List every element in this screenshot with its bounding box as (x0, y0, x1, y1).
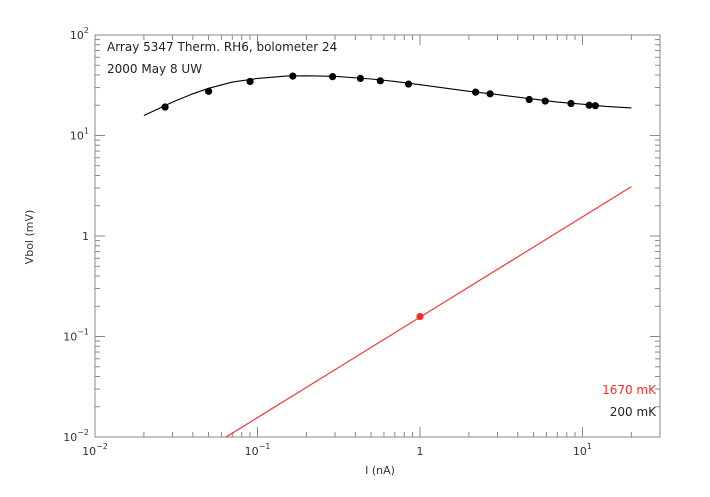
x-tick-label: 10−2 (82, 442, 108, 458)
y-tick-label: 101 (70, 127, 89, 143)
y-tick-label: 1 (82, 230, 89, 243)
data-point-200mK (161, 103, 169, 111)
data-point-200mK (525, 95, 533, 104)
data-point-200mK (376, 77, 384, 85)
annotation-line-2: 2000 May 8 UW (107, 62, 202, 76)
x-tick-label: 10−1 (245, 442, 271, 458)
x-axis-title: I (nA) (365, 464, 395, 477)
fit-curve-200mK (143, 75, 632, 116)
y-axis-title: Vbol (mV) (23, 210, 36, 265)
y-tick-label: 102 (70, 26, 89, 42)
y-tick-labels: 10−2 10−1 1 101 102 (63, 26, 89, 444)
plot-frame (94, 34, 661, 438)
data-point-200mK (289, 72, 297, 80)
data-point-200mK (567, 99, 575, 108)
data-point-200mK (356, 74, 365, 82)
y-tick-label: 10−2 (63, 428, 89, 444)
data-point-200mK (591, 102, 599, 110)
data-point-1670mK (416, 312, 424, 321)
plot-border (94, 34, 661, 438)
data-points (161, 72, 599, 321)
data-point-200mK (404, 80, 413, 88)
legend-entry-200mK: 200 mK (610, 405, 657, 419)
x-tick-labels: 10−2 10−1 1 101 (82, 442, 592, 458)
x-tick-label: 1 (416, 445, 423, 458)
data-point-200mK (472, 88, 480, 96)
data-point-200mK (329, 73, 337, 81)
data-point-200mK (486, 90, 494, 98)
y-tick-label: 10−1 (63, 328, 89, 344)
axis-ticks (94, 34, 661, 438)
fit-curves (143, 75, 632, 438)
legend-entry-1670mK: 1670 mK (602, 383, 657, 397)
fit-line-1670mK (225, 186, 632, 438)
x-tick-label: 101 (573, 442, 592, 458)
data-point-200mK (585, 101, 593, 109)
data-point-200mK (541, 97, 549, 105)
annotation-line-1: Array 5347 Therm. RH6, bolometer 24 (107, 40, 337, 54)
data-point-200mK (204, 87, 213, 95)
data-point-200mK (246, 77, 254, 86)
